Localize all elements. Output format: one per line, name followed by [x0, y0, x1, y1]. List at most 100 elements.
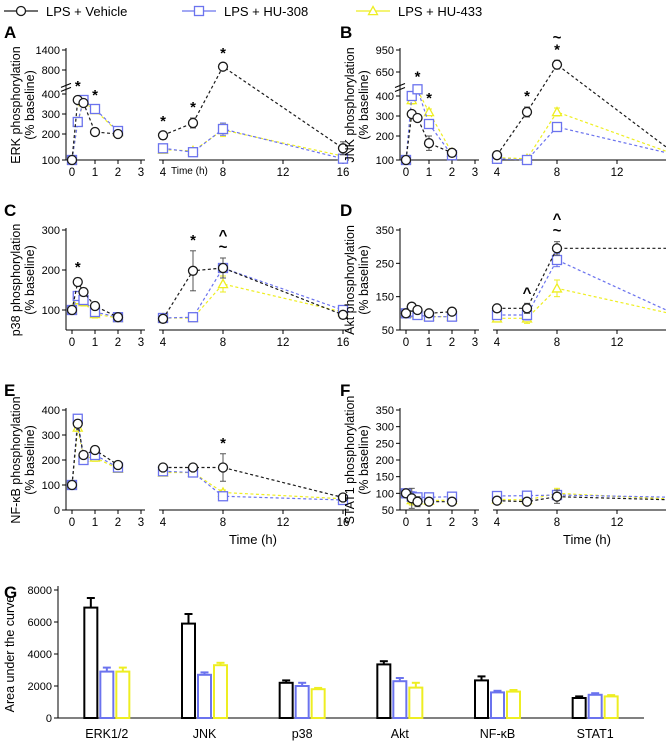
data-point [425, 309, 434, 318]
x-tick-label: 0 [69, 517, 75, 529]
x-tick-label: 12 [611, 167, 624, 179]
x-tick-label: 4 [494, 337, 501, 349]
data-point [91, 446, 100, 455]
series-hu433 [68, 98, 348, 164]
y-tick-label: 6000 [28, 617, 52, 629]
series-hu433 [68, 276, 348, 322]
legend-marker-square [195, 7, 204, 16]
category-label: Akt [391, 727, 410, 741]
data-point [91, 128, 100, 137]
x-tick-label: 2 [449, 337, 455, 349]
data-point [553, 123, 562, 132]
data-point [91, 105, 100, 114]
significance-mark: * [75, 259, 81, 276]
data-point [189, 119, 198, 128]
data-point [219, 280, 228, 288]
data-point [219, 463, 228, 472]
data-point [493, 151, 502, 160]
category-label: JNK [193, 727, 217, 741]
y-tick-label: 250 [376, 438, 394, 450]
y-tick-label: 350 [376, 225, 394, 237]
data-point [553, 108, 562, 116]
legend-label: LPS + HU-308 [224, 4, 308, 19]
y-tick-label: 50 [382, 505, 394, 517]
x-tick-label: 0 [69, 337, 75, 349]
data-point [159, 131, 168, 140]
data-point [523, 497, 532, 506]
data-point [219, 62, 228, 71]
data-point [68, 156, 77, 165]
category-label: NF-κB [480, 727, 515, 741]
y-tick-label: 2000 [28, 681, 52, 693]
x-tick-label: 1 [92, 337, 98, 349]
data-point [189, 266, 198, 275]
data-point [189, 148, 198, 157]
significance-mark: * [160, 113, 166, 130]
y-axis-label-line2: (% baseline) [23, 70, 37, 139]
y-axis-label: ERK phosphorylation(% baseline) [9, 46, 37, 163]
y-axis-label-line2: (% baseline) [357, 245, 371, 314]
x-tick-label: 2 [115, 167, 121, 179]
data-point [493, 496, 502, 505]
x-tick-label: 12 [277, 337, 290, 349]
data-point [73, 118, 82, 127]
series-vehicle [68, 419, 348, 502]
y-tick-label: 100 [376, 488, 394, 500]
bar-hu433 [312, 689, 325, 718]
x-tick-label: 2 [115, 337, 121, 349]
data-point [68, 481, 77, 490]
y-tick-label: 200 [376, 131, 394, 143]
bar-hu433 [409, 688, 422, 718]
series-vehicle [68, 62, 348, 164]
y-axis-label-line1: JNK phosphorylation [343, 47, 357, 162]
bar-hu308 [393, 681, 406, 718]
x-tick-label: 8 [554, 517, 560, 529]
data-point [114, 130, 123, 139]
y-axis-label-line1: STAT1 phosphorylation [343, 396, 357, 525]
x-tick-label: 3 [138, 517, 144, 529]
bar-vehicle [573, 698, 586, 718]
x-tick-label: 8 [220, 167, 226, 179]
x-tick-label: 4 [160, 167, 167, 179]
y-tick-label: 300 [42, 430, 60, 442]
x-axis-title: Time (h) [563, 532, 611, 547]
series-hu308 [68, 96, 348, 165]
y-axis-label-line1: p38 phosphorylation [9, 224, 23, 337]
y-tick-label: 0 [54, 505, 60, 517]
significance-mark: * [426, 90, 432, 107]
y-tick-label: 250 [376, 258, 394, 270]
data-point [553, 60, 562, 69]
y-axis-label-line2: (% baseline) [357, 70, 371, 139]
x-tick-label: 16 [337, 337, 350, 349]
series-hu433 [68, 423, 348, 502]
y-axis-label: Area under the curve [3, 596, 17, 713]
significance-mark: ^ [553, 211, 562, 228]
x-tick-label: 8 [554, 337, 560, 349]
x-tick-label: 2 [115, 517, 121, 529]
bar-vehicle [377, 664, 390, 718]
series-vehicle [402, 60, 666, 164]
data-point [413, 114, 422, 123]
data-point [91, 302, 100, 311]
y-axis-label: JNK phosphorylation(% baseline) [343, 47, 371, 162]
data-point [523, 108, 532, 117]
significance-mark: ^ [219, 227, 228, 244]
x-tick-label: 0 [403, 167, 409, 179]
series-vehicle [402, 237, 666, 318]
data-point [413, 306, 422, 315]
data-point [219, 264, 228, 273]
y-axis-label-line1: ERK phosphorylation [9, 46, 23, 163]
data-point [493, 304, 502, 313]
x-tick-label: 3 [472, 167, 478, 179]
x-tick-label: 4 [160, 337, 167, 349]
bar-hu308 [198, 675, 211, 718]
y-tick-label: 100 [42, 305, 60, 317]
y-tick-label: 4000 [28, 649, 52, 661]
significance-mark: * [415, 68, 421, 85]
data-point [425, 497, 434, 506]
